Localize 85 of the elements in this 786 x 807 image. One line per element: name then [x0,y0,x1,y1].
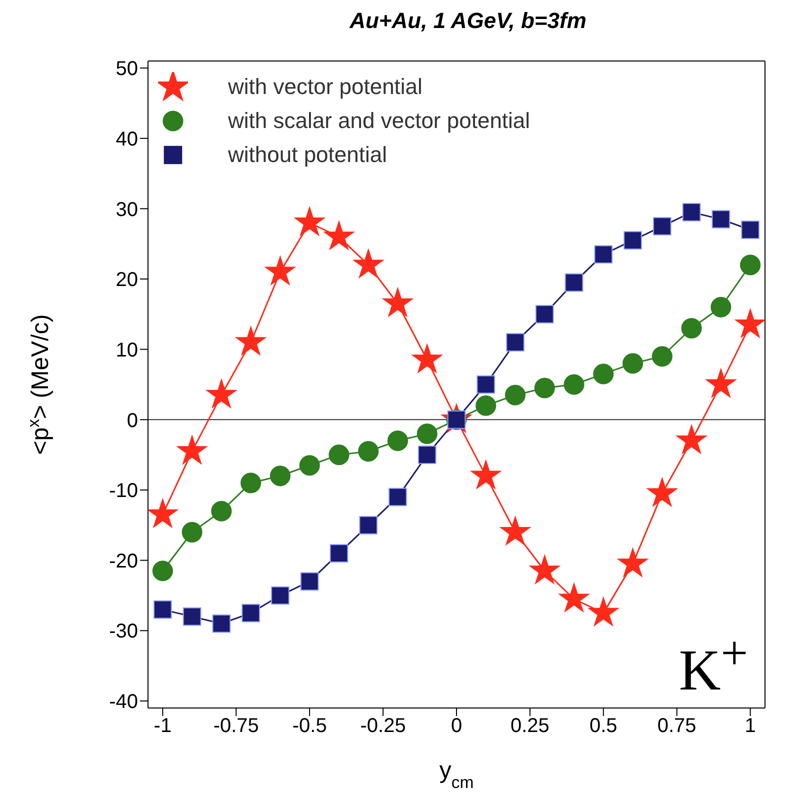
point [265,256,296,285]
x-tick-label: 0 [450,715,462,738]
point [676,425,707,454]
x-tick-label: -0.25 [360,715,406,738]
point [300,572,319,591]
point [353,249,384,278]
point [741,220,760,239]
legend-label: with vector potential [228,73,422,101]
y-tick-label: 50 [116,58,138,80]
point [236,326,266,356]
point [500,516,530,545]
x-tick-label: 0.25 [510,715,550,738]
point [712,210,730,228]
y-tick-label: 20 [116,269,138,292]
y-tick-label: 30 [116,198,138,221]
x-tick-label: 0.75 [657,715,696,738]
point [681,318,702,338]
x-axis-title: y$_{cm}$ [439,757,474,792]
point [270,466,290,486]
point [358,441,379,462]
point [240,472,262,494]
point [388,488,407,506]
point [653,217,672,236]
point [710,296,732,318]
x-tick-label: -0.5 [292,715,327,738]
legend-label: without potential [228,141,387,169]
x-tick-label: -1 [154,715,172,738]
point [506,333,524,352]
point [740,254,761,276]
point [182,607,202,626]
annotation: K$^{+}$ [678,626,748,703]
x-tick-label: 1 [744,715,756,738]
point [476,395,496,416]
y-tick-label: -20 [109,550,138,572]
chart-title: Au+Au, 1 AGeV, b=3fm [348,8,588,34]
point [504,384,526,406]
point [534,378,555,398]
point [416,423,438,444]
point [324,221,354,250]
point [593,364,614,384]
point [647,478,678,506]
point [294,207,325,236]
y-tick-label: 0 [126,410,138,432]
point [564,273,584,292]
point [242,604,260,622]
x-tick-label: -0.75 [213,715,259,738]
point [559,583,589,612]
legend-label: with scalar and vector potential [228,107,530,135]
point [212,614,231,633]
point [177,436,208,464]
point [154,600,172,619]
point [588,597,618,626]
point [211,500,232,522]
point [735,309,765,338]
point [418,446,436,464]
y-tick-label: -40 [109,691,138,714]
point [530,555,560,584]
point [706,368,736,398]
point [622,353,644,374]
point [271,586,290,605]
point [330,544,348,562]
point [328,444,350,466]
point [682,203,701,222]
point [618,548,648,577]
y-tick-label: -10 [109,480,138,502]
point [564,374,584,395]
point [535,305,554,324]
y-tick-label: 40 [116,128,138,150]
point [412,344,442,373]
point [206,379,236,408]
y-tick-label: 10 [116,339,138,362]
point [359,516,378,534]
point [624,231,642,250]
point [594,245,613,264]
point [387,430,408,452]
point [652,346,672,367]
point [382,288,413,316]
point [299,455,320,476]
point [152,560,173,582]
point [148,498,178,528]
y-tick-label: -30 [109,620,138,643]
point [476,375,496,394]
x-tick-label: 0.5 [590,715,618,738]
point [182,522,202,542]
point [470,460,501,489]
